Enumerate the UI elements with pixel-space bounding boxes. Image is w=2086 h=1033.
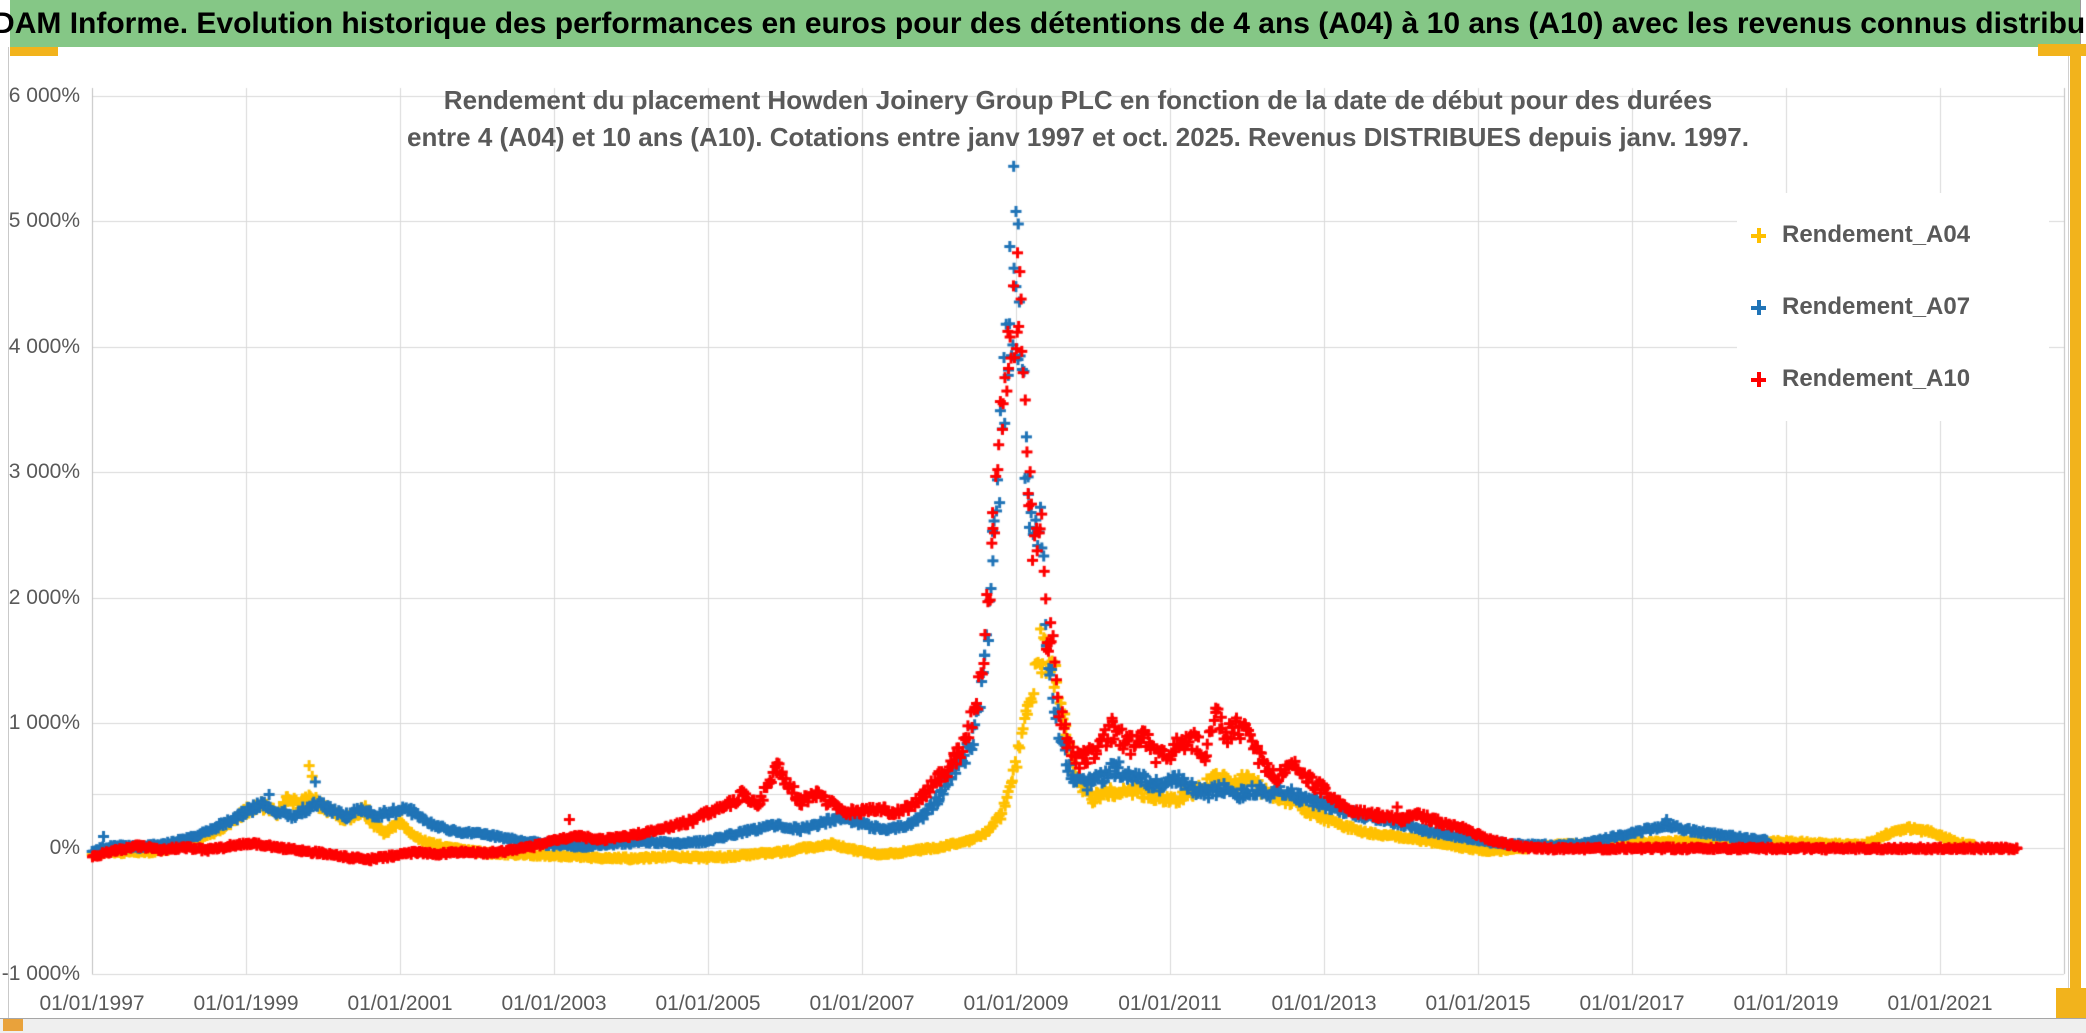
x-tick-label: 01/01/1999 [193,992,299,1015]
chart-legend[interactable]: Rendement_A04 Rendement_A07 Rendement_A10 [1737,193,2049,421]
plus-marker-icon [1751,227,1766,243]
y-tick-label: -1 000% [1,961,80,985]
plus-marker-icon [1751,371,1766,387]
y-tick-label: 3 000% [8,460,80,484]
y-tick-label: 5 000% [8,209,80,233]
legend-label: Rendement_A10 [1782,365,1971,392]
x-tick-label: 01/01/2003 [501,992,607,1015]
y-tick-label: 2 000% [8,585,80,609]
legend-label: Rendement_A07 [1782,293,1971,320]
y-tick-label: 0% [49,836,80,860]
x-tick-label: 01/01/2015 [1425,992,1531,1015]
x-tick-label: 01/01/2009 [963,992,1069,1015]
x-tick-label: 01/01/2021 [1887,992,1993,1015]
plus-marker-icon [1751,299,1766,315]
y-tick-label: 4 000% [8,334,80,358]
x-tick-label: 01/01/1997 [39,992,145,1015]
x-tick-label: 01/01/2019 [1733,992,1839,1015]
legend-item[interactable]: Rendement_A10 [1737,365,2049,393]
legend-item[interactable]: Rendement_A07 [1737,293,2049,321]
x-tick-label: 01/01/2011 [1118,992,1222,1015]
x-tick-label: 01/01/2001 [347,992,453,1015]
x-tick-label: 01/01/2005 [655,992,761,1015]
y-tick-label: 6 000% [8,84,80,108]
legend-label: Rendement_A04 [1782,221,1971,248]
x-tick-label: 01/01/2013 [1271,992,1377,1015]
y-tick-label: 1 000% [8,711,80,734]
legend-item[interactable]: Rendement_A04 [1737,221,2049,249]
x-tick-label: 01/01/2007 [809,992,915,1015]
x-tick-label: 01/01/2017 [1579,992,1685,1015]
